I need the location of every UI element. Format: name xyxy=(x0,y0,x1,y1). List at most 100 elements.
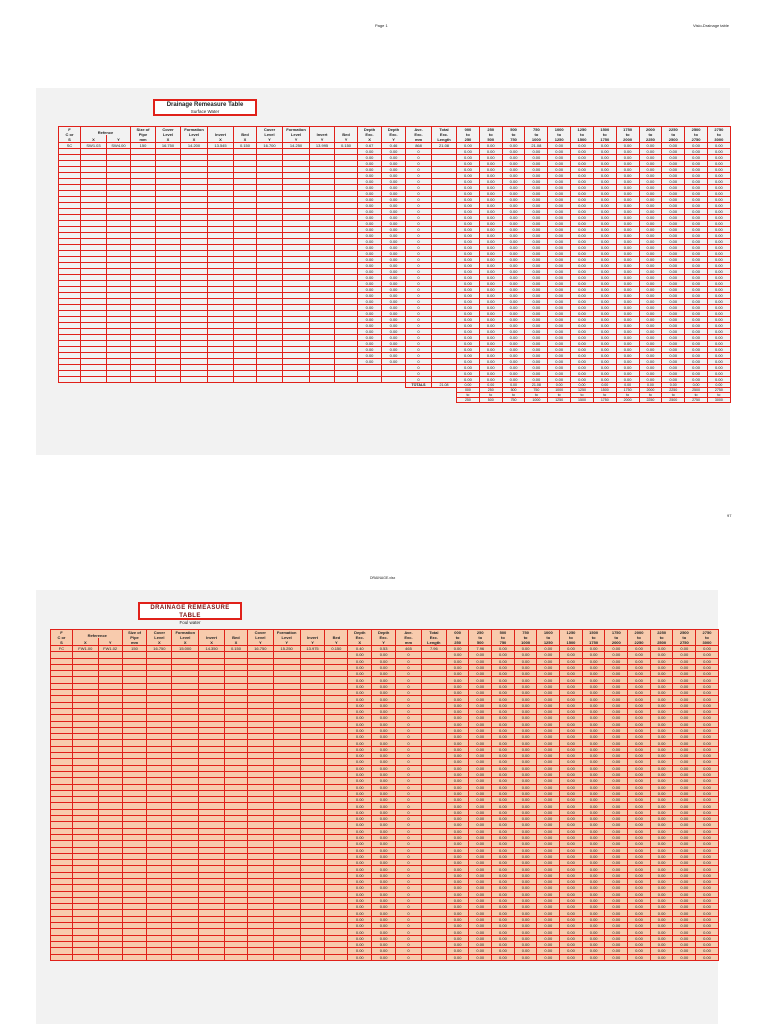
header-line: Level xyxy=(180,635,191,640)
header-line: 2250 xyxy=(668,127,678,133)
header-line: Depth xyxy=(387,127,400,133)
data-row: 0.00 0.00 0 0.00 0.00 0.00 0.00 0.00 0.00 0.00 0.0… xyxy=(50,890,719,898)
cell xyxy=(81,398,107,403)
header-cell: Cover Level Y xyxy=(256,126,284,143)
header-line: 250 xyxy=(487,127,495,133)
header-line: Y xyxy=(117,137,120,142)
cell: 1500 xyxy=(570,397,594,403)
cell: 0.00 xyxy=(581,953,606,961)
header-cell: Y xyxy=(106,134,131,143)
header-cell: 1250 to 1500 xyxy=(570,126,594,143)
header-line: to xyxy=(694,132,698,137)
header-line: 1500 xyxy=(566,640,576,645)
cell xyxy=(171,953,200,961)
header-line: Level xyxy=(188,132,200,137)
data-row: 0.00 0.00 0 0.00 0.00 0.00 0.00 0.00 0.00 0.00 0.0… xyxy=(50,871,719,880)
cell xyxy=(283,398,310,403)
header-cell: Invert Y xyxy=(299,629,326,646)
header-cell: Invert Y xyxy=(309,126,336,143)
cell: 0.00 xyxy=(371,953,397,961)
cell xyxy=(156,398,181,403)
header-line: Y xyxy=(108,640,112,645)
header-cell: Total Exc. Length xyxy=(420,629,447,646)
header-line: X xyxy=(92,137,95,142)
header-line: Size of xyxy=(128,630,141,636)
header-line: 750 xyxy=(499,640,507,645)
header-line: X xyxy=(158,640,161,645)
data-row: SC SW1.03 SW4.00 150 16.750 14.200 13.545 0.150… xyxy=(58,142,731,149)
cell xyxy=(257,398,283,403)
header-line: Exc. xyxy=(379,635,388,640)
header-cell: 1250 to 1500 xyxy=(559,629,583,646)
header-line: Length xyxy=(437,137,451,142)
page-number: Page 1 xyxy=(375,23,388,28)
header-line: Depth xyxy=(354,630,366,636)
header-line: X xyxy=(368,137,371,142)
header-line: to xyxy=(648,132,653,137)
header-line: to xyxy=(523,635,528,640)
header-line: Level xyxy=(154,635,165,640)
header-line: X xyxy=(219,137,222,142)
header-cell: Formation Level X xyxy=(179,126,209,143)
header-line: 250 xyxy=(464,137,472,142)
header-line: 1500 xyxy=(577,137,587,142)
header-line: to xyxy=(580,132,584,137)
header-line: 500 xyxy=(487,137,495,142)
header-line: Ave. xyxy=(414,127,423,133)
table-title: DRAINAGE REMEASURE TABLE xyxy=(150,605,230,619)
cell: 2500 xyxy=(661,397,686,403)
header-line: Formation xyxy=(184,127,204,133)
data-row: 0.00 0.00 0 0.00 0.00 0.00 0.00 0.00 0.00 0.00 0.0… xyxy=(50,859,719,867)
header-line: Size of xyxy=(136,127,150,133)
header-line: mm xyxy=(404,640,413,645)
header-line: 2250 xyxy=(657,630,667,636)
header-line: S xyxy=(60,640,63,645)
header-line: to xyxy=(511,132,516,137)
header-line: Cover xyxy=(263,127,276,133)
header-cell: 000 to 250 xyxy=(445,629,470,646)
data-row: 0.00 0.00 0 0.00 0.00 0.00 0.00 0.00 0.00 0.00 0.0… xyxy=(50,701,719,709)
cell xyxy=(181,398,208,403)
header-line: 2000 xyxy=(645,127,655,133)
cell xyxy=(324,953,349,961)
cell xyxy=(310,398,335,403)
header-line: Bed xyxy=(241,132,249,137)
header-cell: Size of Pipe mm xyxy=(130,126,156,143)
data-row: 0.00 0.00 0 0.00 0.00 0.00 0.00 0.00 0.00 0.00 0.0… xyxy=(50,796,719,804)
header-line: Bed xyxy=(232,635,240,640)
header-line: Cover xyxy=(254,630,266,636)
header-cell: 2500 to 2750 xyxy=(672,629,697,646)
header-line: 250 xyxy=(454,640,461,645)
cell: 0.00 xyxy=(445,953,470,961)
cell: 0.00 xyxy=(491,953,515,961)
header-cell: Depth Exc. Y xyxy=(381,126,407,143)
header-line: to xyxy=(557,132,562,137)
doc-title: Visio-Drainage table xyxy=(693,23,729,28)
cell: 1750 xyxy=(592,397,617,403)
header-line: Level xyxy=(255,635,266,640)
header-line: Total xyxy=(429,630,439,636)
cell xyxy=(406,398,432,403)
cell: 0.00 xyxy=(672,953,697,961)
side-number: 97 xyxy=(727,513,732,518)
cell xyxy=(224,953,248,961)
header-line: 2250 xyxy=(634,640,644,645)
header-cell: Formation Level Y xyxy=(282,126,311,143)
data-row: 0.00 0.00 0 0.00 0.00 0.00 0.00 0.00 0.00 0.00 0.0… xyxy=(50,726,719,735)
data-row: 0.00 0.00 0 0.00 0.00 0.00 0.00 0.00 0.00 0.00 0.0… xyxy=(58,220,731,227)
header-line: Ave. xyxy=(404,630,413,636)
header-cell: Depth Exc. X xyxy=(347,629,373,646)
header-line: Invert xyxy=(206,635,218,640)
header-cell: X xyxy=(71,637,99,646)
cell xyxy=(420,953,447,961)
header-line: 1750 xyxy=(611,630,621,636)
header-cell: Formation Level Y xyxy=(272,629,301,646)
data-row: 0.00 0.00 0 0.00 0.00 0.00 0.00 0.00 0.00 0.00 0.0… xyxy=(58,316,731,323)
header-cell: Ave. Exc. mm xyxy=(405,126,433,143)
header-line: Y xyxy=(392,137,395,142)
header-line: Exc. xyxy=(439,132,449,137)
table-subtitle: Surface Water xyxy=(190,109,220,114)
title-box: DRAINAGE REMEASURE TABLE Foul water xyxy=(138,602,242,625)
header-line: Cover xyxy=(153,630,166,636)
